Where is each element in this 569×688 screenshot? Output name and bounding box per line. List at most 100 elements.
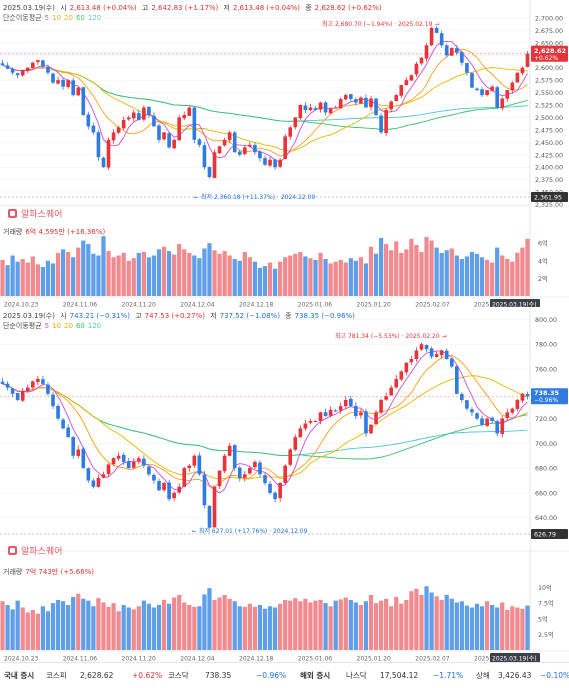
volume-bar bbox=[121, 605, 126, 650]
candle-body bbox=[152, 474, 156, 481]
brand-logo-icon bbox=[8, 209, 17, 218]
volume-label: 거래량 bbox=[3, 568, 23, 576]
volume-bar bbox=[293, 253, 298, 296]
volume-tick-label: 4억 bbox=[538, 257, 548, 265]
candle-body bbox=[106, 464, 111, 475]
y-tick-label: 640.00 bbox=[535, 515, 557, 522]
candle-body bbox=[454, 366, 459, 394]
candle-body bbox=[343, 399, 348, 407]
candle-body bbox=[202, 474, 207, 506]
candle-body bbox=[520, 67, 525, 74]
ticker-nasdaq-name[interactable]: 나스닥 bbox=[346, 671, 367, 680]
volume-bar bbox=[187, 605, 192, 650]
volume-bar bbox=[55, 600, 61, 650]
volume-bar bbox=[197, 258, 202, 296]
y-tick-label: 2,400.00 bbox=[535, 165, 563, 172]
volume-bar bbox=[106, 251, 111, 296]
kospi-volume-header: 거래량 6억 4,595만 (+16.36%) bbox=[3, 227, 108, 237]
volume-bar bbox=[323, 259, 328, 296]
ticker-kospi-name[interactable]: 코스피 bbox=[46, 671, 67, 680]
kosdaq-ohlc-header: 2025.03.19(수) 시 743.21 (−0.31%) 고 747.53 (… bbox=[3, 311, 358, 321]
candle-body bbox=[152, 115, 156, 127]
candle-body bbox=[348, 398, 353, 407]
ticker-kosdaq-change: −0.96% bbox=[256, 671, 287, 680]
y-tick-label: 2,500.00 bbox=[535, 115, 563, 122]
ma120-line bbox=[2, 64, 528, 122]
candle-body bbox=[232, 132, 237, 153]
candle-body bbox=[419, 344, 424, 350]
volume-bar bbox=[247, 603, 252, 650]
candle-body bbox=[444, 45, 449, 56]
candle-body bbox=[439, 33, 444, 46]
ticker-kosdaq-name[interactable]: 코스닥 bbox=[168, 671, 189, 680]
volume-bar bbox=[247, 257, 252, 296]
volume-bar bbox=[111, 257, 116, 296]
candle-body bbox=[0, 381, 5, 384]
volume-bar bbox=[464, 256, 470, 296]
candle-body bbox=[323, 412, 328, 417]
candle-body bbox=[298, 428, 303, 438]
candle-body bbox=[424, 45, 429, 59]
candle-body bbox=[197, 139, 202, 145]
candle-body bbox=[510, 408, 515, 413]
candle-body bbox=[268, 159, 272, 166]
volume-bar bbox=[202, 594, 207, 650]
kosdaq-volume-value: 7억 743만 (+5.66%) bbox=[25, 568, 95, 576]
volume-bar bbox=[394, 596, 399, 650]
volume-bar bbox=[298, 601, 303, 650]
candle-body bbox=[131, 461, 136, 468]
candle-body bbox=[470, 409, 474, 413]
candle-body bbox=[36, 378, 40, 382]
y-tick-label: 2,425.00 bbox=[535, 152, 563, 159]
x-tick-label: 2024.10.23 bbox=[4, 656, 39, 663]
candle-body bbox=[86, 114, 91, 127]
candle-body bbox=[66, 427, 70, 438]
candle-body bbox=[439, 350, 444, 356]
candle-body bbox=[101, 157, 106, 168]
candle-body bbox=[404, 362, 409, 373]
volume-bar bbox=[25, 612, 30, 650]
x-tick-label: 2024.12.18 bbox=[239, 302, 274, 308]
kospi-low: 2,613.48 (+0.04%) bbox=[232, 4, 300, 12]
ma120-line bbox=[2, 383, 528, 457]
volume-bar bbox=[71, 596, 76, 650]
candle-body bbox=[318, 102, 323, 110]
ticker-shanghai-name[interactable]: 상해 bbox=[476, 671, 490, 680]
close-label: 종 bbox=[305, 4, 312, 12]
volume-bar bbox=[116, 611, 121, 650]
candle-body bbox=[81, 448, 86, 469]
candle-body bbox=[515, 72, 520, 83]
candle-body bbox=[273, 492, 277, 500]
volume-bar bbox=[20, 607, 25, 650]
y-tick-label: 2,550.00 bbox=[535, 90, 563, 97]
volume-bar bbox=[60, 601, 66, 650]
ticker-kospi-change: +0.62% bbox=[132, 671, 163, 680]
candle-body bbox=[525, 53, 530, 67]
candle-body bbox=[222, 139, 227, 146]
volume-bar bbox=[328, 606, 333, 650]
x-tick-label: 2024.11.06 bbox=[63, 302, 98, 308]
current-change-tag: +0.62% bbox=[534, 55, 558, 62]
candle-body bbox=[51, 73, 55, 83]
volume-bar bbox=[101, 236, 106, 296]
volume-bar bbox=[505, 259, 510, 296]
volume-bar bbox=[525, 605, 530, 650]
candle-body bbox=[81, 87, 86, 115]
ticker-shanghai-change: −0.10% bbox=[540, 671, 569, 680]
volume-bar bbox=[50, 603, 56, 650]
volume-bar bbox=[484, 259, 490, 296]
ma20: 20 bbox=[64, 322, 73, 330]
volume-bar bbox=[434, 596, 439, 650]
volume-bar bbox=[81, 598, 86, 650]
candle-body bbox=[91, 125, 96, 133]
brand-name: 알파스퀘어 bbox=[21, 210, 63, 220]
volume-bar bbox=[146, 603, 152, 650]
candle-body bbox=[162, 482, 166, 491]
candle-body bbox=[525, 394, 530, 397]
candle-body bbox=[480, 89, 484, 96]
candle-body bbox=[207, 167, 212, 178]
volume-bar bbox=[121, 252, 126, 296]
volume-bar bbox=[303, 598, 308, 650]
volume-bar bbox=[469, 607, 475, 650]
candle-body bbox=[278, 482, 282, 499]
